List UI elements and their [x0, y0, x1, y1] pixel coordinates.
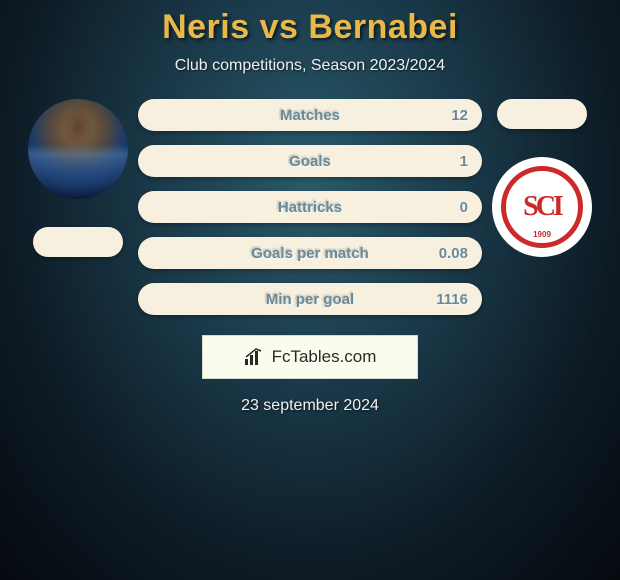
stat-right-value: 0 — [460, 199, 468, 216]
stat-label: Hattricks — [278, 199, 342, 216]
club-monogram: SCI — [523, 191, 561, 223]
stat-right-value: 12 — [451, 107, 468, 124]
title-player1: Neris — [162, 8, 250, 46]
title-vs: vs — [260, 8, 299, 46]
bar-chart-icon — [244, 348, 266, 366]
stat-row-goals: Goals 1 — [138, 145, 482, 177]
stat-right-value: 1116 — [436, 291, 468, 308]
page-title: Neris vs Bernabei — [162, 8, 458, 47]
right-column: SCI 1909 — [482, 99, 602, 257]
player2-name-pill — [497, 99, 587, 129]
stat-label: Matches — [280, 107, 340, 124]
stats-column: Matches 12 Goals 1 Hattricks 0 Goals per… — [138, 99, 482, 315]
stat-right-value: 0.08 — [439, 245, 468, 262]
title-player2: Bernabei — [308, 8, 458, 46]
stat-row-mpg: Min per goal 1116 — [138, 283, 482, 315]
stat-row-matches: Matches 12 — [138, 99, 482, 131]
stat-row-hattricks: Hattricks 0 — [138, 191, 482, 223]
player2-club-badge: SCI 1909 — [492, 157, 592, 257]
player1-photo — [28, 99, 128, 199]
player1-club-pill — [33, 227, 123, 257]
brand-text: FcTables.com — [272, 347, 377, 367]
club-year: 1909 — [533, 230, 551, 239]
club-badge-inner: SCI 1909 — [501, 166, 583, 248]
subtitle: Club competitions, Season 2023/2024 — [175, 57, 445, 75]
stat-label: Min per goal — [266, 291, 354, 308]
brand-box: FcTables.com — [202, 335, 418, 379]
date-text: 23 september 2024 — [241, 397, 379, 415]
stat-label: Goals per match — [251, 245, 369, 262]
stat-label: Goals — [289, 153, 331, 170]
stat-row-gpm: Goals per match 0.08 — [138, 237, 482, 269]
stat-right-value: 1 — [460, 153, 468, 170]
infographic-container: Neris vs Bernabei Club competitions, Sea… — [0, 0, 620, 580]
left-column — [18, 99, 138, 257]
main-row: Matches 12 Goals 1 Hattricks 0 Goals per… — [0, 99, 620, 315]
